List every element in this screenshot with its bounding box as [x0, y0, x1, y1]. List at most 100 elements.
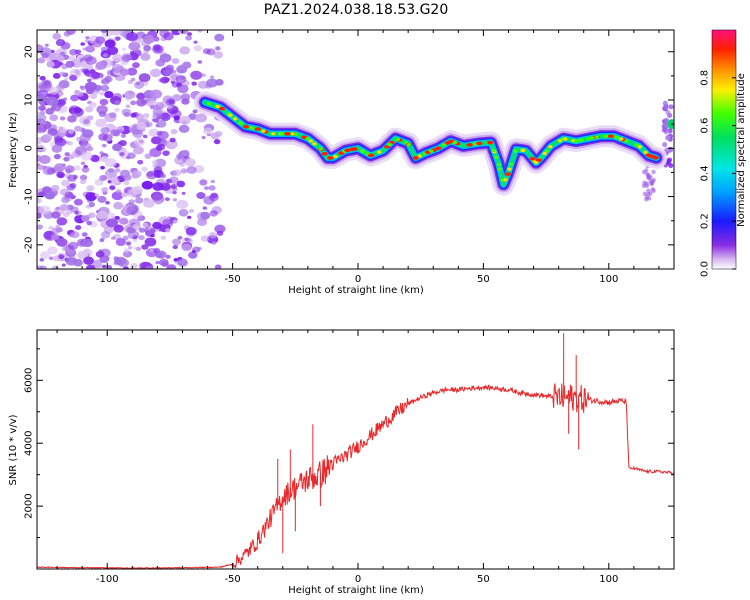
noise-blob: [83, 256, 94, 265]
noise-blob: [133, 246, 139, 250]
noise-blob: [170, 109, 182, 119]
noise-blob: [214, 33, 225, 42]
ridge-peak: [349, 147, 356, 152]
colorbar-label: Normalized spectral amplitude: [736, 73, 747, 227]
noise-blob: [44, 191, 56, 200]
noise-blob: [92, 39, 103, 48]
ridge-peak: [254, 127, 261, 131]
noise-blob: [127, 152, 136, 159]
noise-blob: [56, 238, 68, 247]
noise-blob: [74, 89, 80, 95]
noise-blob: [121, 192, 128, 198]
noise-blob: [98, 133, 108, 141]
noise-blob: [62, 212, 70, 218]
snr-xtick-label: -100: [96, 574, 119, 585]
noise-blob: [133, 81, 145, 89]
noise-blob: [200, 211, 211, 220]
noise-blob: [155, 252, 164, 259]
noise-blob: [47, 246, 58, 255]
noise-blob: [37, 224, 44, 230]
snr-frame: [36, 329, 675, 570]
noise-blob: [58, 254, 65, 260]
colorbar-tick-label: 0.6: [700, 118, 711, 134]
noise-blob: [172, 238, 181, 246]
noise-blob: [112, 53, 123, 63]
noise-blob: [89, 101, 97, 108]
noise-blob: [99, 91, 105, 96]
noise-blob: [37, 191, 46, 198]
snr-xtick-label: 0: [355, 574, 361, 585]
noise-blob: [114, 36, 121, 41]
noise-blob: [179, 115, 191, 125]
noise-blob: [113, 201, 124, 210]
noise-blob: [86, 220, 93, 226]
noise-blob: [73, 198, 83, 206]
noise-blob: [86, 146, 94, 152]
noise-blob: [80, 161, 86, 166]
noise-blob: [151, 114, 157, 120]
noise-blob: [119, 152, 125, 157]
noise-blob: [192, 109, 198, 114]
noise-blob: [209, 210, 218, 217]
noise-blob: [169, 137, 176, 143]
noise-blob: [40, 119, 47, 125]
colorbar: 0.0 0.2 0.4 0.6 0.8 Normalized spectral ampl…: [700, 29, 747, 277]
ridge-peak: [284, 132, 291, 136]
noise-blob: [172, 198, 178, 202]
snr-xtick-label: -50: [224, 574, 240, 585]
noise-blob: [85, 36, 90, 40]
noise-blob: [45, 107, 55, 115]
ridge-peak: [318, 147, 324, 151]
colorbar-frame: [711, 29, 737, 270]
noise-blob: [121, 54, 132, 63]
noise-blob: [90, 154, 100, 162]
ridge-peak: [544, 149, 550, 153]
noise-blob: [65, 257, 77, 266]
ridge-peak: [387, 142, 392, 147]
noise-blob: [144, 153, 152, 159]
noise-blob: [49, 114, 59, 122]
ridge-peak: [614, 135, 620, 140]
noise-blob: [186, 166, 197, 174]
spectrogram-ytick-label: 0: [24, 145, 35, 151]
ridge-peak: [428, 149, 434, 153]
figure-title: PAZ1.2024.038.18.53.G20: [264, 2, 449, 18]
noise-blob: [145, 266, 153, 269]
noise-blob: [96, 105, 108, 114]
noise-blob: [69, 48, 78, 56]
ridge-peak: [503, 178, 508, 182]
noise-blob: [115, 238, 126, 246]
noise-blob: [154, 158, 167, 168]
noise-blob: [198, 80, 209, 89]
ridge-peak: [215, 104, 221, 109]
ridge-peak: [206, 102, 212, 106]
colorbar-tick-label: 0.4: [700, 165, 711, 181]
noise-blob: [54, 100, 59, 105]
noise-blob: [108, 177, 120, 186]
noise-blob: [39, 205, 51, 215]
noise-blob: [98, 111, 107, 118]
noise-blob: [69, 174, 75, 179]
ridge-peak: [533, 161, 539, 165]
noise-blob: [51, 144, 63, 153]
noise-blob: [114, 168, 121, 173]
noise-blob: [165, 254, 171, 259]
noise-blob: [46, 61, 55, 68]
noise-blob: [109, 185, 116, 191]
noise-blob: [179, 30, 189, 35]
noise-blob: [138, 227, 146, 233]
noise-blob: [178, 209, 189, 217]
noise-blob: [130, 112, 137, 118]
noise-blob: [43, 133, 53, 141]
noise-blob: [201, 73, 206, 78]
noise-blob: [59, 188, 70, 196]
ridge-peak: [634, 143, 639, 147]
noise-blob: [120, 133, 126, 138]
noise-blob: [51, 265, 59, 269]
ridge-peak: [238, 121, 243, 125]
noise-blob: [51, 227, 61, 234]
noise-blob: [162, 150, 170, 157]
ridge-peak: [589, 136, 595, 140]
noise-blob: [191, 249, 196, 253]
noise-blob: [156, 143, 166, 151]
